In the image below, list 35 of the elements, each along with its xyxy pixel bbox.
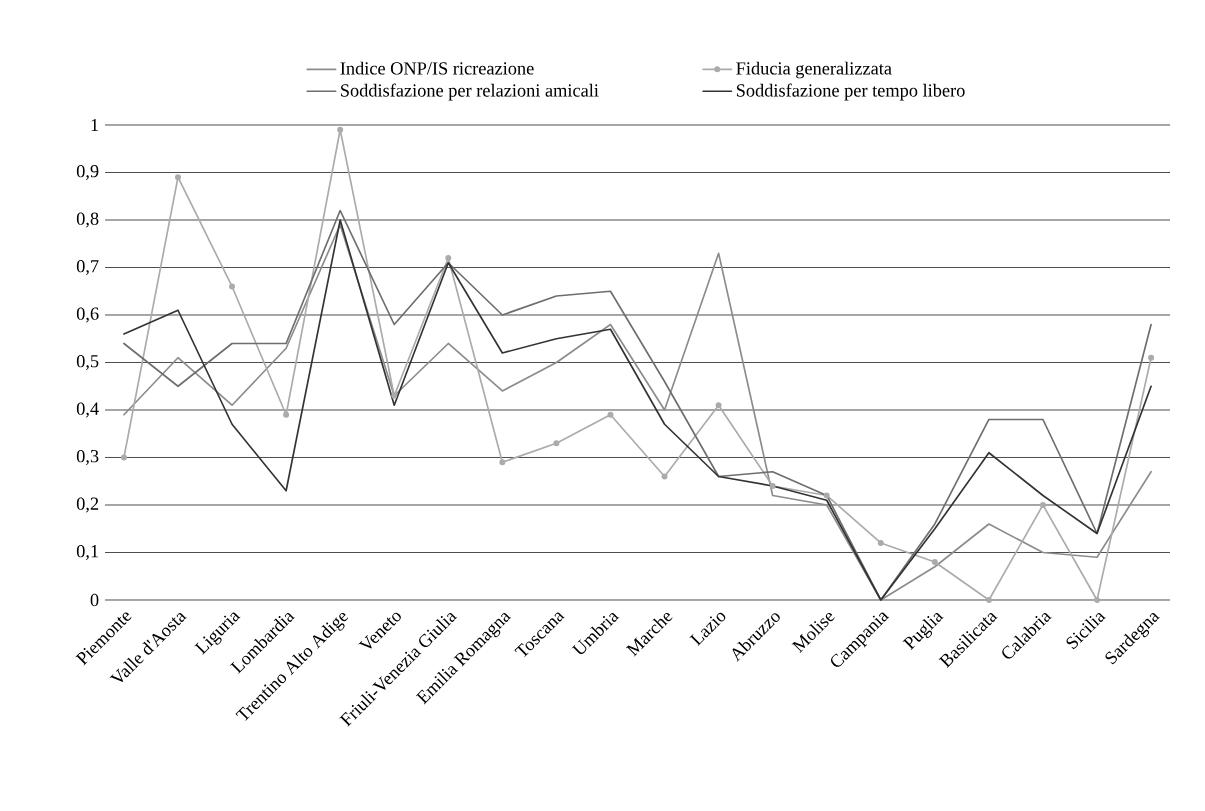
- legend-label: Indice ONP/IS ricreazione: [340, 61, 534, 75]
- y-tick-label: 0,5: [76, 354, 99, 370]
- legend-label: Fiducia generalizzata: [736, 61, 892, 79]
- legend-label: Soddisfazione per tempo libero: [736, 83, 965, 101]
- point: [607, 411, 614, 418]
- point: [877, 539, 884, 546]
- point: [931, 558, 938, 565]
- y-tick-label: 0,9: [76, 164, 99, 180]
- point: [1094, 596, 1101, 603]
- point: [283, 411, 290, 418]
- point: [715, 402, 722, 409]
- point: [1039, 501, 1046, 508]
- y-tick-label: 0,4: [76, 402, 99, 418]
- point: [120, 454, 127, 461]
- legend-label: Soddisfazione per relazioni amicali: [341, 83, 599, 101]
- point: [769, 482, 776, 489]
- y-tick-label: 0,1: [76, 544, 98, 560]
- point: [1148, 354, 1155, 361]
- y-tick-label: 1: [91, 118, 98, 132]
- point: [445, 254, 452, 261]
- y-tick-label: 0,6: [76, 307, 99, 323]
- y-tick-label: 0,3: [76, 449, 99, 465]
- point: [337, 126, 344, 133]
- y-tick-label: 0,2: [76, 497, 99, 513]
- y-tick-label: 0,8: [76, 212, 99, 228]
- point: [499, 459, 506, 466]
- point: [553, 440, 560, 447]
- point: [661, 473, 668, 480]
- y-tick-label: 0,7: [76, 259, 99, 275]
- point: [823, 492, 830, 499]
- point: [229, 283, 236, 290]
- point: [174, 174, 181, 181]
- point: [391, 392, 398, 399]
- y-tick-label: 0: [90, 593, 99, 607]
- point: [985, 596, 992, 603]
